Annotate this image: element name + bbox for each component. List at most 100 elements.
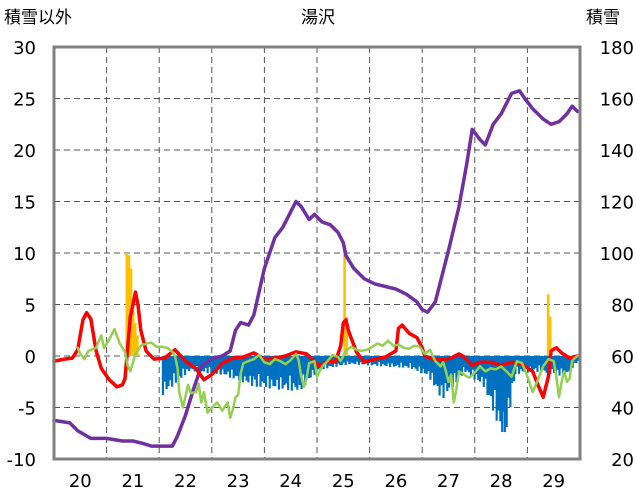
series-line-2 xyxy=(76,327,579,420)
negative-bar xyxy=(511,356,514,383)
negative-bar xyxy=(409,356,412,363)
negative-bar xyxy=(534,356,537,369)
plot-frame xyxy=(52,45,582,461)
negative-bar xyxy=(357,356,360,365)
negative-bar xyxy=(398,356,401,368)
negative-bar xyxy=(191,356,195,370)
negative-bar xyxy=(431,356,434,373)
negative-bar xyxy=(416,356,419,371)
left-tick-label: -5 xyxy=(18,399,36,420)
negative-bar xyxy=(342,356,345,363)
negative-bar xyxy=(212,356,215,372)
negative-bar xyxy=(257,356,260,374)
lines xyxy=(52,89,580,448)
negative-bar xyxy=(462,356,465,368)
negative-bar xyxy=(442,356,445,399)
x-tick-label: 23 xyxy=(227,471,250,492)
negative-bar xyxy=(195,356,198,366)
negative-bar xyxy=(459,356,462,375)
positive-bar xyxy=(131,309,135,356)
negative-bar xyxy=(567,356,571,372)
negative-bar xyxy=(538,356,541,366)
negative-bar xyxy=(199,356,202,368)
negative-bar xyxy=(193,356,196,372)
positive-bar xyxy=(548,316,552,356)
negative-bar xyxy=(490,356,493,397)
negative-bar xyxy=(449,356,453,382)
negative-bar xyxy=(453,356,456,374)
negative-bar xyxy=(484,356,487,379)
negative-bar xyxy=(390,356,394,364)
negative-bar xyxy=(305,356,309,377)
negative-bar xyxy=(272,356,275,386)
negative-bar xyxy=(292,356,295,384)
negative-bar xyxy=(304,356,307,386)
negative-bar xyxy=(180,356,183,378)
negative-bar xyxy=(451,356,454,388)
negative-bar xyxy=(425,356,428,374)
negative-bar xyxy=(495,356,498,421)
negative-bar xyxy=(270,356,273,380)
negative-bar xyxy=(309,356,312,378)
negative-bar xyxy=(318,356,322,369)
negative-bar xyxy=(178,356,181,377)
negative-bar xyxy=(274,356,277,387)
negative-bar xyxy=(243,356,246,377)
negative-bar xyxy=(569,356,572,366)
left-tick-label: 30 xyxy=(13,38,36,59)
negative-bar xyxy=(407,356,410,368)
series-line-0 xyxy=(52,89,580,448)
right-tick-label: 120 xyxy=(600,193,634,214)
negative-bar xyxy=(536,356,539,372)
left-tick-label: 15 xyxy=(13,193,36,214)
negative-bar xyxy=(225,356,228,375)
right-tick-label: 20 xyxy=(611,450,634,471)
positive-bar xyxy=(546,294,550,356)
negative-bar xyxy=(527,356,530,373)
negative-bar xyxy=(197,356,200,373)
negative-bar xyxy=(320,356,323,367)
negative-bar xyxy=(432,356,436,386)
negative-bar xyxy=(525,356,528,368)
negative-bar xyxy=(277,356,281,390)
negative-bar xyxy=(488,356,491,395)
negative-bar xyxy=(239,356,243,372)
negative-bar xyxy=(560,356,563,369)
right-tick-label: 40 xyxy=(611,399,634,420)
negative-bar xyxy=(455,356,458,383)
negative-bar xyxy=(266,356,269,377)
negative-bar xyxy=(294,356,297,387)
right-tick-label: 100 xyxy=(600,244,634,265)
negative-bar xyxy=(174,356,177,383)
chart-title: 湯沢 xyxy=(301,8,335,28)
x-tick-label: 21 xyxy=(121,471,144,492)
left-tick-label: 0 xyxy=(25,347,36,368)
negative-bar xyxy=(541,356,545,370)
negative-bar xyxy=(564,356,567,373)
negative-bar xyxy=(255,356,258,387)
negative-bar xyxy=(296,356,299,390)
negative-bar xyxy=(566,356,569,372)
left-tick-label: 10 xyxy=(13,244,36,265)
negative-bar xyxy=(558,356,561,376)
negative-bar xyxy=(414,356,417,369)
negative-bar xyxy=(464,356,467,373)
left-tick-label: 5 xyxy=(25,296,36,317)
negative-bar xyxy=(532,356,535,370)
negative-bar xyxy=(554,356,557,374)
negative-bar xyxy=(447,356,451,388)
negative-bar xyxy=(281,356,284,389)
left-tick-label: 25 xyxy=(13,90,36,111)
x-tick-label: 22 xyxy=(174,471,197,492)
positive-bar xyxy=(343,253,346,356)
negative-bar xyxy=(165,356,168,390)
x-tick-label: 27 xyxy=(437,471,460,492)
right-tick-label: 180 xyxy=(600,38,634,59)
left-tick-label: -10 xyxy=(7,450,36,471)
x-tick-label: 20 xyxy=(69,471,92,492)
negative-bar xyxy=(206,356,209,374)
negative-bar xyxy=(575,356,578,364)
negative-bar xyxy=(253,356,257,380)
x-tick-label: 24 xyxy=(279,471,302,492)
